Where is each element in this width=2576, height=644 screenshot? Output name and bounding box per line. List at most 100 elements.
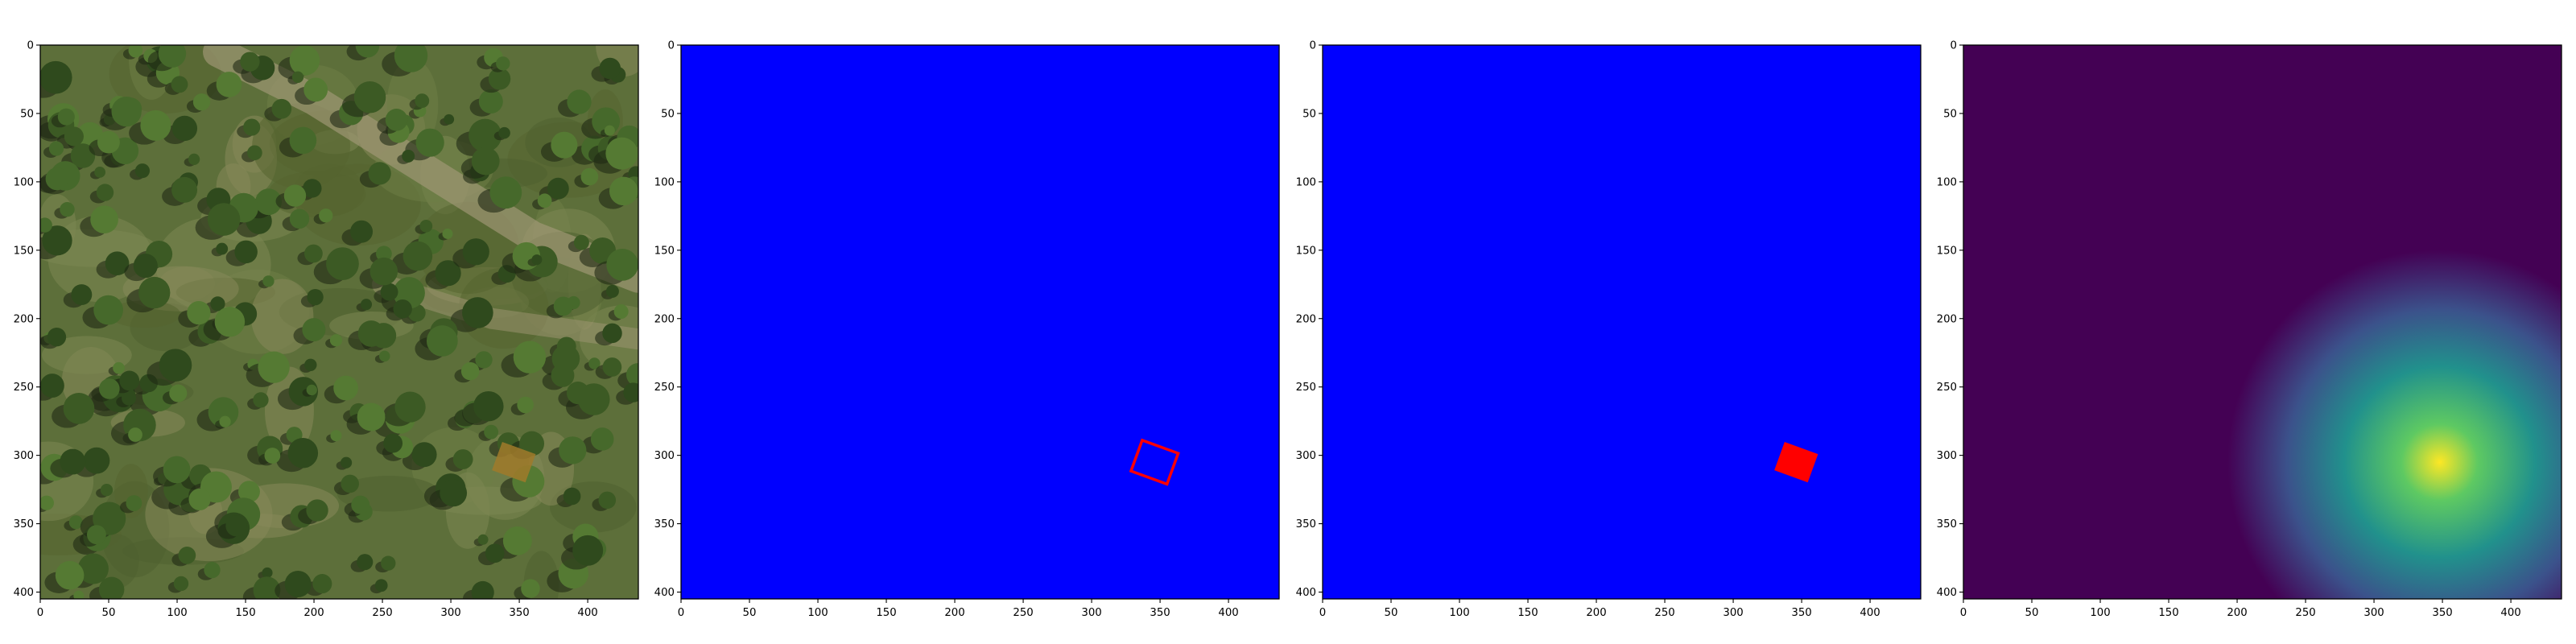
y-tick-label: 400	[1296, 587, 1316, 599]
tree-canopy	[214, 307, 246, 337]
x-tick: 200	[303, 599, 324, 619]
y-tick: 100	[14, 176, 40, 188]
tree-canopy	[55, 560, 85, 590]
x-tick-label: 150	[235, 607, 255, 619]
tree-canopy	[234, 240, 258, 264]
tree-canopy	[599, 57, 621, 80]
tree-canopy	[100, 484, 114, 497]
tree-canopy	[253, 576, 281, 599]
tree-canopy	[340, 456, 353, 469]
y-tick-label: 100	[14, 176, 34, 188]
y-tick-label: 200	[14, 313, 34, 325]
tree-canopy	[307, 288, 324, 306]
tree-canopy	[380, 283, 398, 301]
axes-frame	[1963, 44, 2562, 600]
tree-canopy	[498, 126, 510, 139]
tree-canopy	[47, 328, 67, 347]
y-tick: 50	[1302, 108, 1323, 120]
y-tick-label: 150	[654, 245, 675, 257]
tree-canopy	[291, 71, 304, 83]
y-tick-label: 150	[14, 245, 34, 257]
tree-canopy	[462, 238, 489, 266]
tree-canopy	[134, 163, 151, 179]
y-tick: 250	[1937, 382, 1963, 394]
y-tick-label: 100	[654, 176, 675, 188]
tree-canopy	[471, 147, 500, 175]
tree-canopy	[140, 109, 171, 141]
tree-canopy	[368, 162, 391, 185]
tree-canopy	[99, 378, 120, 399]
tree-canopy	[452, 449, 473, 469]
tree-canopy	[496, 56, 510, 71]
y-tick: 400	[1296, 587, 1323, 599]
tree-canopy	[126, 495, 142, 511]
y-tick: 100	[1296, 176, 1323, 188]
x-tick: 300	[1081, 599, 1102, 619]
y-tick-label: 50	[1302, 108, 1316, 120]
subplot-3-filled-mask: 0 50 100 150 200 250 300 350 4000501001502002503…	[1296, 40, 1922, 619]
x-tick-label: 300	[1723, 607, 1743, 619]
y-tick-label: 400	[1937, 587, 1957, 599]
tree-canopy	[77, 553, 109, 584]
tree-canopy	[40, 60, 72, 94]
x-tick: 250	[1654, 599, 1675, 619]
plot-area	[40, 45, 638, 599]
x-tick: 350	[2432, 599, 2453, 619]
y-tick: 0	[1951, 40, 1963, 52]
tree-canopy	[605, 137, 638, 170]
tree-canopy	[489, 176, 522, 209]
tree-canopy	[355, 45, 380, 58]
x-tick-label: 200	[303, 607, 324, 619]
tree-canopy	[478, 89, 503, 114]
y-tick-label: 300	[1296, 450, 1316, 462]
x-tick-label: 150	[1517, 607, 1538, 619]
tree-canopy	[306, 499, 328, 522]
tree-canopy	[119, 370, 140, 391]
tree-canopy	[415, 128, 444, 157]
y-tick: 300	[14, 450, 40, 462]
tree-canopy	[566, 382, 590, 405]
tree-canopy	[613, 304, 629, 320]
y-tick: 400	[14, 587, 40, 599]
tree-canopy	[70, 143, 96, 168]
tree-canopy	[357, 320, 385, 347]
x-tick: 150	[2158, 599, 2179, 619]
tree-canopy	[302, 318, 326, 342]
tree-canopy	[553, 296, 573, 316]
tree-canopy	[383, 433, 403, 453]
tree-canopy	[471, 580, 494, 599]
y-tick: 250	[1296, 382, 1323, 394]
x-tick: 300	[1723, 599, 1744, 619]
tree-canopy	[485, 543, 505, 564]
tree-canopy	[304, 244, 323, 263]
tree-canopy	[623, 382, 638, 402]
x-tick: 50	[1385, 599, 1397, 619]
x-tick: 150	[235, 599, 256, 619]
tree-canopy	[237, 481, 260, 503]
y-tick-label: 200	[1296, 313, 1316, 325]
tree-canopy	[551, 131, 578, 159]
tree-canopy	[73, 590, 85, 599]
x-tick: 50	[743, 599, 756, 619]
y-tick-label: 250	[14, 382, 34, 394]
plot-area	[1323, 45, 1921, 599]
subplot-2-outline-mask: 0 50 100 150 200 250 300 350 4000501001502002503…	[654, 40, 1280, 619]
tree-canopy	[128, 427, 142, 442]
x-tick-label: 400	[1860, 607, 1880, 619]
tree-canopy	[477, 534, 489, 545]
y-tick: 150	[654, 245, 681, 257]
tree-canopy	[303, 77, 328, 102]
x-tick-label: 350	[509, 607, 529, 619]
x-tick: 400	[1860, 599, 1880, 619]
tree-canopy	[473, 390, 504, 422]
y-tick-label: 200	[1937, 313, 1957, 325]
mask-background	[1323, 45, 1921, 599]
tree-canopy	[192, 93, 211, 111]
y-tick: 50	[20, 108, 40, 120]
tree-canopy	[60, 448, 86, 475]
y-tick-label: 50	[1943, 108, 1957, 120]
tree-canopy	[71, 284, 93, 306]
x-tick-label: 0	[1319, 607, 1326, 619]
tree-canopy	[551, 363, 575, 387]
tree-canopy	[86, 525, 106, 545]
